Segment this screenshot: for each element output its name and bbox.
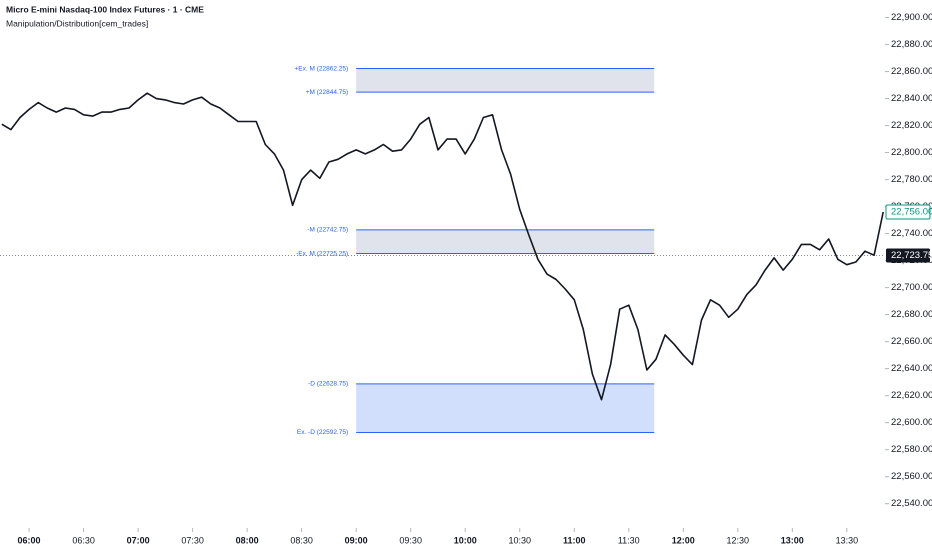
y-tick-label: 22,780.00 bbox=[891, 174, 932, 185]
x-tick-label: 13:00 bbox=[781, 535, 804, 545]
x-tick-label: 11:00 bbox=[563, 535, 586, 545]
price-line bbox=[1, 92, 884, 401]
x-tick-label: 07:30 bbox=[181, 535, 204, 545]
y-tick-label: 22,640.00 bbox=[891, 363, 932, 374]
x-tick-label: 07:00 bbox=[127, 535, 150, 545]
y-tick-label: 22,900.00 bbox=[891, 12, 932, 23]
y-tick-label: 22,740.00 bbox=[891, 228, 932, 239]
y-tick-label: 22,600.00 bbox=[891, 417, 932, 428]
crosshair-box bbox=[886, 248, 930, 263]
zone-label: +M (22844.75) bbox=[306, 89, 348, 96]
indicator-name: Manipulation/Distribution[cem_trades] bbox=[6, 18, 148, 28]
last-price-box bbox=[885, 204, 931, 220]
x-tick-label: 08:00 bbox=[236, 535, 259, 545]
x-tick-label: 12:30 bbox=[727, 535, 750, 545]
y-tick-label: 22,800.00 bbox=[891, 147, 932, 158]
x-tick-label: 06:00 bbox=[18, 535, 41, 545]
last-price-label: 22,756.00 bbox=[891, 207, 932, 218]
zone bbox=[356, 68, 655, 93]
plot-layer: 22,540.00 22,560.00 22,580.00 22,600.00 22,6… bbox=[0, 12, 932, 545]
y-tick-label: 22,880.00 bbox=[891, 39, 932, 50]
y-tick-label: 22,580.00 bbox=[891, 444, 932, 455]
zone-label: -M (22742.75) bbox=[307, 227, 348, 234]
zone-label: +Ex. M (22862.25) bbox=[295, 65, 349, 72]
zone bbox=[356, 229, 655, 254]
crosshair-label: 22,723.75 bbox=[891, 250, 932, 261]
y-tick-label: 22,700.00 bbox=[891, 282, 932, 293]
x-tick-label: 10:30 bbox=[508, 535, 531, 545]
zone bbox=[356, 383, 655, 433]
y-tick-label: 22,660.00 bbox=[891, 336, 932, 347]
x-tick-label: 10:00 bbox=[454, 535, 477, 545]
zone-label: -D (22628.75) bbox=[308, 381, 348, 388]
y-tick-label: 22,840.00 bbox=[891, 93, 932, 104]
x-tick-label: 11:30 bbox=[618, 535, 640, 545]
zone-label: Ex. -D (22592.75) bbox=[297, 429, 348, 436]
x-tick-label: 09:30 bbox=[399, 535, 422, 545]
y-tick-label: 22,540.00 bbox=[891, 498, 932, 509]
y-tick-label: 22,560.00 bbox=[891, 471, 932, 482]
x-tick-label: 12:00 bbox=[672, 535, 695, 545]
x-tick-label: 08:30 bbox=[290, 535, 313, 545]
y-tick-label: 22,860.00 bbox=[891, 66, 932, 77]
x-tick-label: 06:30 bbox=[72, 535, 95, 545]
x-tick-label: 13:30 bbox=[836, 535, 859, 545]
x-tick-label: 09:00 bbox=[345, 535, 368, 545]
chart-title: Micro E-mini Nasdaq-100 Index Futures · … bbox=[6, 4, 204, 14]
zone-label: -Ex. M (22725.25) bbox=[296, 250, 348, 257]
y-tick-label: 22,680.00 bbox=[891, 309, 932, 320]
y-tick-label: 22,620.00 bbox=[891, 390, 932, 401]
y-tick-label: 22,820.00 bbox=[891, 120, 932, 131]
